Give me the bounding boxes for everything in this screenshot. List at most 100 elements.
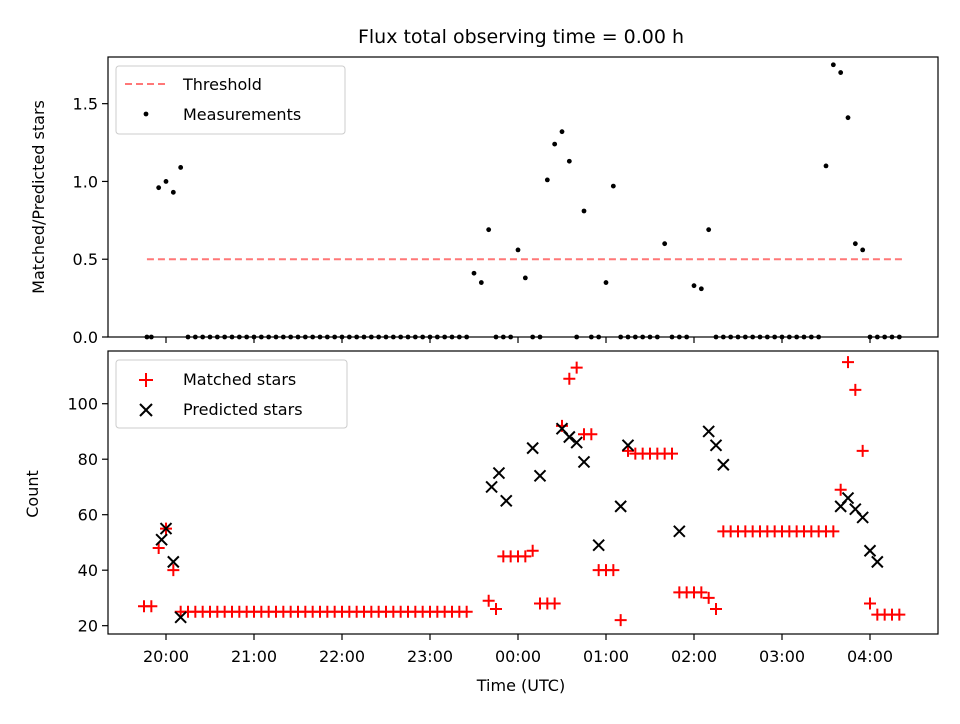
matched-star-point: [856, 444, 869, 457]
count-x-tick-label: 20:00: [143, 647, 189, 666]
measurement-point: [830, 62, 836, 68]
legend-predicted-label: Predicted stars: [183, 400, 303, 419]
measurement-point: [860, 247, 866, 253]
count-x-tick-label: 21:00: [231, 647, 277, 666]
measurement-point: [676, 334, 682, 340]
measurement-point: [896, 334, 902, 340]
measurement-point: [156, 185, 162, 191]
measurement-point: [383, 334, 389, 340]
count-y-tick-label: 20: [78, 617, 98, 636]
matched-star-point: [607, 564, 620, 577]
predicted-star-point: [533, 469, 547, 483]
measurement-point: [500, 334, 506, 340]
matched-star-point: [834, 483, 847, 496]
measurement-point: [632, 334, 638, 340]
measurement-point: [354, 334, 360, 340]
count-x-tick-label: 22:00: [319, 647, 365, 666]
ratio-legend: Threshold Measurements: [115, 65, 346, 135]
measurement-point: [838, 70, 844, 75]
measurement-point: [603, 280, 609, 285]
measurement-point: [522, 275, 528, 281]
predicted-star-point: [702, 425, 715, 438]
measurement-point: [764, 334, 770, 340]
measurement-point: [317, 334, 323, 340]
measurement-point: [332, 334, 338, 340]
measurement-point: [493, 334, 499, 340]
measurement-point: [662, 241, 668, 247]
matched-star-point: [167, 564, 180, 577]
count-x-tick-label: 04:00: [847, 647, 893, 666]
measurement-point: [390, 334, 396, 340]
predicted-star-point: [717, 458, 730, 471]
predicted-star-point: [673, 525, 686, 538]
measurement-point: [478, 280, 484, 285]
matched-star-point: [614, 614, 627, 627]
measurement-point: [816, 334, 822, 340]
predicted-star-point: [709, 439, 723, 452]
matched-star-point: [827, 525, 840, 538]
legend-predicted-swatch: [139, 403, 153, 417]
measurement-point: [610, 183, 616, 189]
measurement-point: [486, 227, 492, 233]
measurement-point: [258, 334, 264, 340]
measurement-point: [647, 334, 653, 340]
measurement-point: [625, 334, 631, 340]
predicted-star-point: [167, 555, 180, 569]
measurement-point: [361, 334, 367, 340]
matched-star-point: [526, 544, 539, 557]
measurement-point: [618, 334, 624, 340]
measurement-point: [566, 158, 572, 164]
x-axis-label: Time (UTC): [476, 676, 565, 695]
measurement-point: [757, 334, 763, 340]
measurement-point: [163, 179, 169, 184]
measurement-point: [713, 334, 719, 340]
measurement-point: [288, 334, 294, 340]
predicted-star-point: [871, 555, 884, 569]
count-y-axis-label: Count: [23, 470, 42, 518]
measurement-point: [412, 334, 418, 340]
predicted-star-point: [492, 466, 506, 480]
predicted-star-point: [621, 439, 635, 452]
matched-star-point: [849, 383, 862, 396]
legend-matched-swatch: [139, 373, 153, 387]
count-x-tick-label: 03:00: [759, 647, 805, 666]
predicted-star-point: [863, 544, 877, 557]
matched-star-point: [519, 550, 532, 563]
predicted-stars-points: [155, 422, 884, 624]
measurement-point: [720, 334, 726, 340]
measurement-point: [640, 334, 646, 340]
predicted-star-point: [159, 522, 173, 535]
measurement-point: [251, 334, 257, 340]
legend-measurements-swatch: [143, 111, 149, 117]
matched-star-point: [490, 603, 502, 616]
measurement-point: [200, 334, 206, 340]
measurement-point: [530, 334, 536, 340]
measurement-point: [794, 334, 800, 340]
count-x-axis: 20:00 21:00 22:00 23:00 00:00 01:00 02:00 03:00…: [143, 634, 893, 666]
measurement-point: [684, 334, 690, 340]
ratio-y-tick-label: 0.0: [73, 328, 98, 347]
predicted-star-point: [500, 494, 513, 508]
measurement-point: [691, 283, 697, 289]
matched-star-point: [570, 361, 583, 374]
predicted-star-point: [485, 480, 498, 494]
measurement-point: [324, 334, 330, 340]
measurement-point: [808, 334, 814, 340]
measurement-point: [178, 165, 184, 170]
matched-star-point: [666, 447, 678, 460]
measurement-point: [544, 177, 550, 183]
measurement-point: [456, 334, 462, 340]
measurement-point: [508, 334, 514, 340]
measurement-point: [449, 334, 455, 340]
count-x-tick-label: 02:00: [671, 647, 717, 666]
chart-title: Flux total observing time = 0.00 h: [358, 26, 684, 48]
measurement-point: [427, 334, 433, 340]
measurement-point: [786, 334, 792, 340]
matched-star-point: [482, 594, 495, 607]
predicted-star-point: [526, 441, 539, 455]
ratio-panel: 0.0 0.5 1.0 1.5 Matched/Predicted stars Thr…: [29, 56, 939, 347]
measurement-point: [207, 334, 213, 340]
measurement-point: [376, 334, 382, 340]
measurement-point: [537, 334, 543, 340]
